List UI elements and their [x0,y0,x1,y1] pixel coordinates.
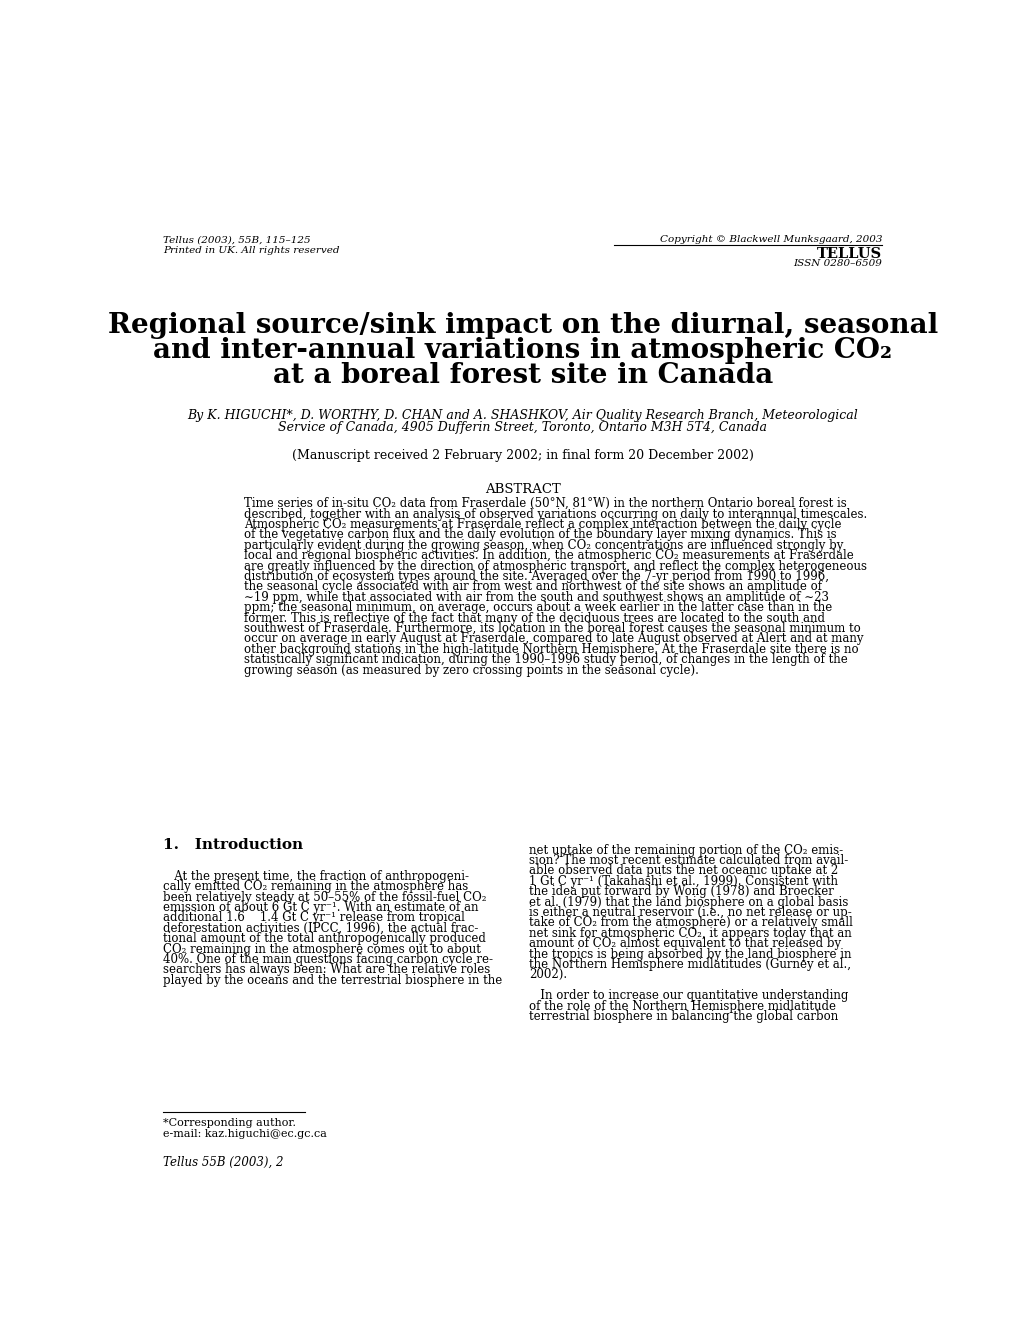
Text: Regional source/sink impact on the diurnal, seasonal: Regional source/sink impact on the diurn… [108,313,936,339]
Text: Atmospheric CO₂ measurements at Fraserdale reflect a complex interaction between: Atmospheric CO₂ measurements at Fraserda… [245,517,841,531]
Text: distribution of ecosystem types around the site. Averaged over the 7-yr period f: distribution of ecosystem types around t… [245,570,828,583]
Text: deforestation activities (IPCC, 1996), the actual frac-: deforestation activities (IPCC, 1996), t… [163,921,478,935]
Text: Tellus (2003), 55B, 115–125: Tellus (2003), 55B, 115–125 [163,235,311,244]
Text: described, together with an analysis of observed variations occurring on daily t: described, together with an analysis of … [245,508,867,520]
Text: are greatly influenced by the direction of atmospheric transport, and reflect th: are greatly influenced by the direction … [245,560,866,573]
Text: tional amount of the total anthropogenically produced: tional amount of the total anthropogenic… [163,932,485,945]
Text: of the role of the Northern Hemisphere midlatitude: of the role of the Northern Hemisphere m… [529,999,836,1012]
Text: local and regional biospheric activities. In addition, the atmospheric CO₂ measu: local and regional biospheric activities… [245,549,853,562]
Text: take of CO₂ from the atmosphere) or a relatively small: take of CO₂ from the atmosphere) or a re… [529,916,852,929]
Text: Copyright © Blackwell Munksgaard, 2003: Copyright © Blackwell Munksgaard, 2003 [659,235,881,244]
Text: growing season (as measured by zero crossing points in the seasonal cycle).: growing season (as measured by zero cros… [245,664,699,677]
Text: statistically significant indication, during the 1990–1996 study period, of chan: statistically significant indication, du… [245,653,848,667]
Text: *Corresponding author.: *Corresponding author. [163,1118,296,1127]
Text: played by the oceans and the terrestrial biosphere in the: played by the oceans and the terrestrial… [163,974,501,987]
Text: net uptake of the remaining portion of the CO₂ emis-: net uptake of the remaining portion of t… [529,843,843,857]
Text: By K. HIGUCHI*, D. WORTHY, D. CHAN and A. SHASHKOV, Air Quality Research Branch,: By K. HIGUCHI*, D. WORTHY, D. CHAN and A… [187,409,857,421]
Text: et al. (1979) that the land biosphere on a global basis: et al. (1979) that the land biosphere on… [529,896,848,908]
Text: ABSTRACT: ABSTRACT [484,483,560,496]
Text: emission of about 6 Gt C yr⁻¹. With an estimate of an: emission of about 6 Gt C yr⁻¹. With an e… [163,902,478,913]
Text: is either a neutral reservoir (i.e., no net release or up-: is either a neutral reservoir (i.e., no … [529,906,851,919]
Text: able observed data puts the net oceanic uptake at 2: able observed data puts the net oceanic … [529,865,838,878]
Text: ∼19 ppm, while that associated with air from the south and southwest shows an am: ∼19 ppm, while that associated with air … [245,591,828,603]
Text: the idea put forward by Wong (1978) and Broecker: the idea put forward by Wong (1978) and … [529,886,834,899]
Text: At the present time, the fraction of anthropogeni-: At the present time, the fraction of ant… [163,870,469,883]
Text: the seasonal cycle associated with air from west and northwest of the site shows: the seasonal cycle associated with air f… [245,581,821,594]
Text: CO₂ remaining in the atmosphere comes out to about: CO₂ remaining in the atmosphere comes ou… [163,942,481,956]
Text: (Manuscript received 2 February 2002; in final form 20 December 2002): (Manuscript received 2 February 2002; in… [291,449,753,462]
Text: of the vegetative carbon flux and the daily evolution of the boundary layer mixi: of the vegetative carbon flux and the da… [245,528,837,541]
Text: cally emitted CO₂ remaining in the atmosphere has: cally emitted CO₂ remaining in the atmos… [163,880,468,894]
Text: TELLUS: TELLUS [816,247,881,261]
Text: Service of Canada, 4905 Dufferin Street, Toronto, Ontario M3H 5T4, Canada: Service of Canada, 4905 Dufferin Street,… [278,421,766,434]
Text: southwest of Fraserdale. Furthermore, its location in the boreal forest causes t: southwest of Fraserdale. Furthermore, it… [245,622,860,635]
Text: particularly evident during the growing season, when CO₂ concentrations are infl: particularly evident during the growing … [245,539,843,552]
Text: 1 Gt C yr⁻¹ (Takahashi et al., 1999). Consistent with: 1 Gt C yr⁻¹ (Takahashi et al., 1999). Co… [529,875,838,888]
Text: Printed in UK. All rights reserved: Printed in UK. All rights reserved [163,247,339,255]
Text: e-mail: kaz.higuchi@ec.gc.ca: e-mail: kaz.higuchi@ec.gc.ca [163,1129,327,1139]
Text: the tropics is being absorbed by the land biosphere in: the tropics is being absorbed by the lan… [529,948,851,961]
Text: ppm; the seasonal minimum, on average, occurs about a week earlier in the latter: ppm; the seasonal minimum, on average, o… [245,601,832,614]
Text: the Northern Hemisphere midlatitudes (Gurney et al.,: the Northern Hemisphere midlatitudes (Gu… [529,958,850,972]
Text: 2002).: 2002). [529,969,567,982]
Text: searchers has always been: What are the relative roles: searchers has always been: What are the … [163,964,490,977]
Text: terrestrial biosphere in balancing the global carbon: terrestrial biosphere in balancing the g… [529,1010,838,1023]
Text: 40%. One of the main questions facing carbon cycle re-: 40%. One of the main questions facing ca… [163,953,492,966]
Text: net sink for atmospheric CO₂, it appears today that an: net sink for atmospheric CO₂, it appears… [529,927,851,940]
Text: ISSN 0280–6509: ISSN 0280–6509 [793,259,881,268]
Text: Time series of in-situ CO₂ data from Fraserdale (50°N, 81°W) in the northern Ont: Time series of in-situ CO₂ data from Fra… [245,498,847,511]
Text: and inter-annual variations in atmospheric CO₂: and inter-annual variations in atmospher… [153,337,892,364]
Text: at a boreal forest site in Canada: at a boreal forest site in Canada [272,362,772,388]
Text: sion? The most recent estimate calculated from avail-: sion? The most recent estimate calculate… [529,854,848,867]
Text: In order to increase our quantitative understanding: In order to increase our quantitative un… [529,989,848,1002]
Text: former. This is reflective of the fact that many of the deciduous trees are loca: former. This is reflective of the fact t… [245,611,824,624]
Text: amount of CO₂ almost equivalent to that released by: amount of CO₂ almost equivalent to that … [529,937,841,950]
Text: additional 1.6    1.4 Gt C yr⁻¹ release from tropical: additional 1.6 1.4 Gt C yr⁻¹ release fro… [163,912,465,924]
Text: occur on average in early August at Fraserdale, compared to late August observed: occur on average in early August at Fras… [245,632,863,645]
Text: Tellus 55B (2003), 2: Tellus 55B (2003), 2 [163,1155,283,1168]
Text: been relatively steady at 50–55% of the fossil-fuel CO₂: been relatively steady at 50–55% of the … [163,891,486,904]
Text: 1.   Introduction: 1. Introduction [163,838,303,851]
Text: other background stations in the high-latitude Northern Hemisphere. At the Frase: other background stations in the high-la… [245,643,858,656]
